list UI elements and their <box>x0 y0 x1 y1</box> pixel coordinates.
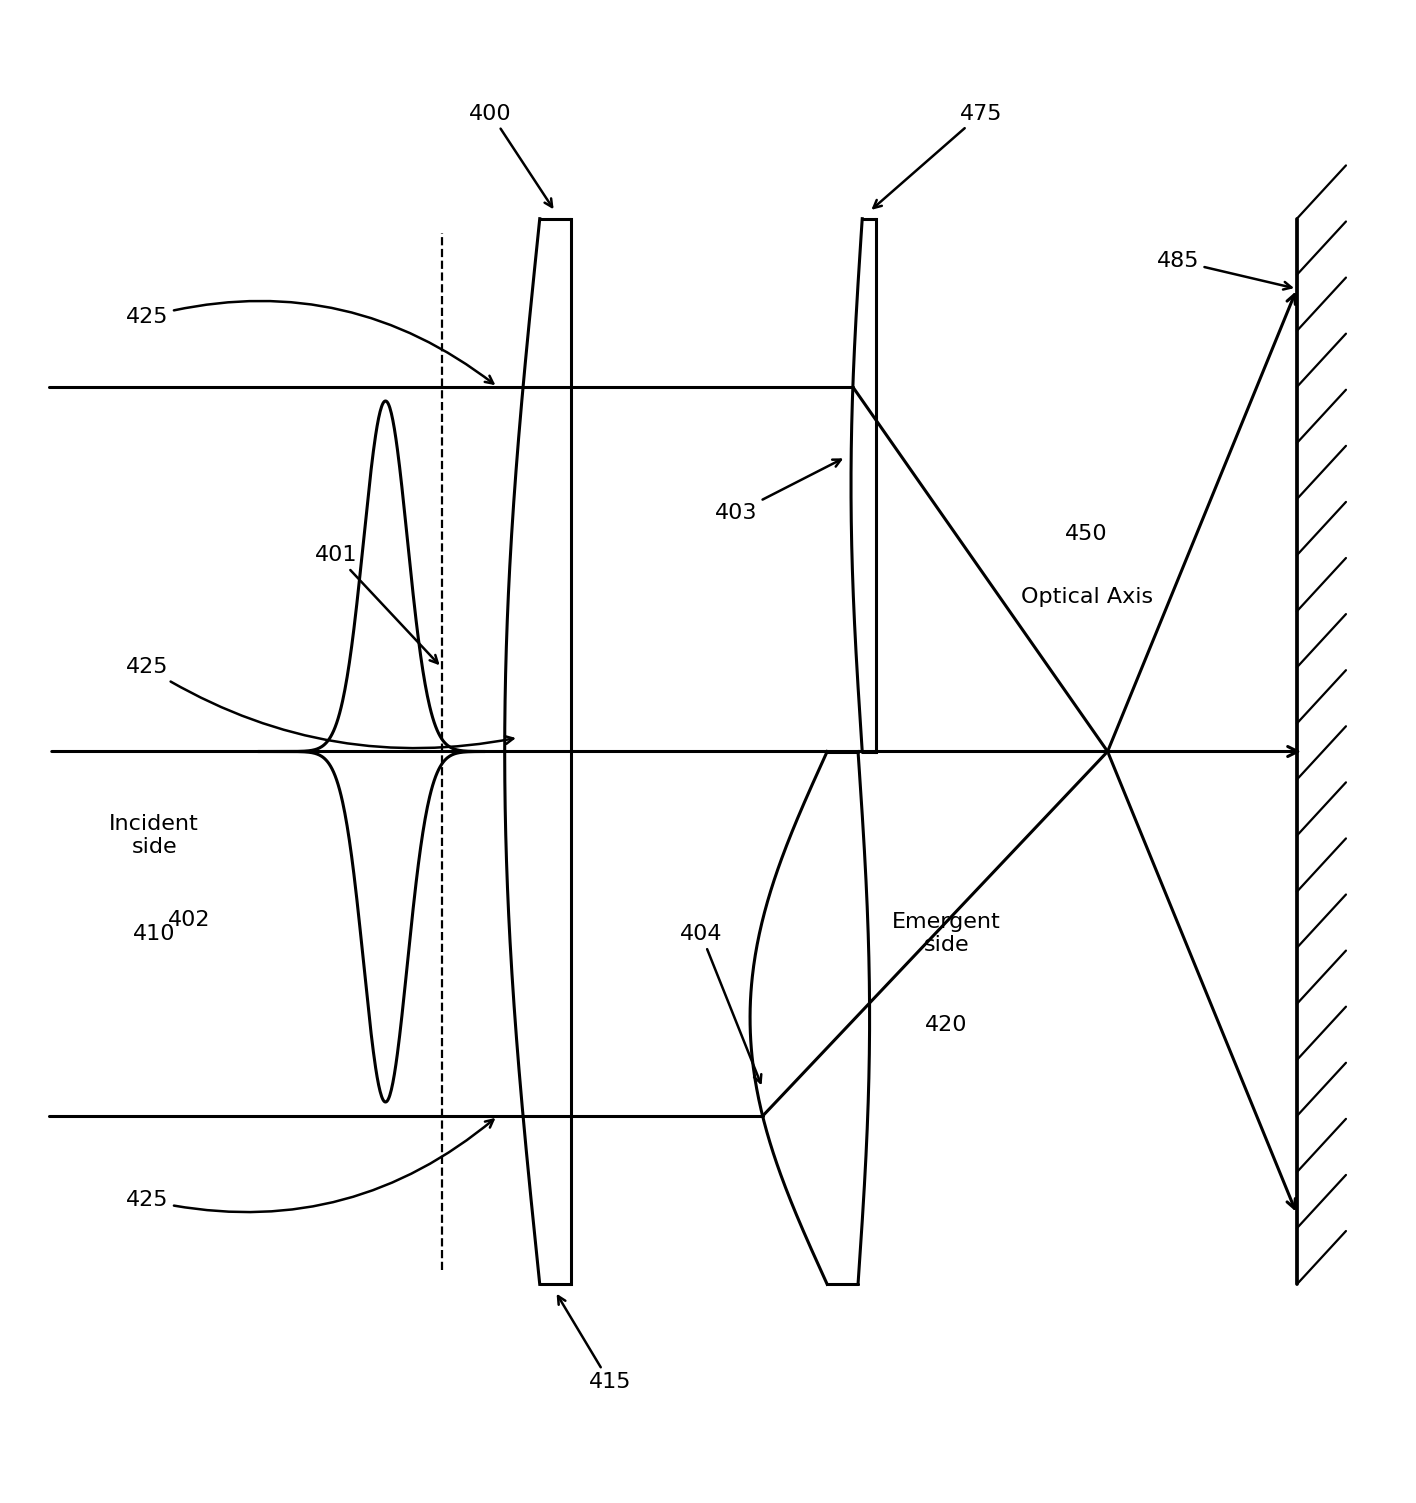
Text: 410: 410 <box>133 924 176 944</box>
Text: 450: 450 <box>1065 525 1107 544</box>
Text: 404: 404 <box>680 924 762 1082</box>
Text: 400: 400 <box>469 104 552 207</box>
Text: Emergent
side: Emergent side <box>892 912 1001 956</box>
Text: 475: 475 <box>874 104 1003 207</box>
Text: 420: 420 <box>925 1015 967 1036</box>
Text: 425: 425 <box>126 301 493 383</box>
Text: 415: 415 <box>558 1296 632 1392</box>
Text: 425: 425 <box>126 1120 493 1211</box>
Text: 402: 402 <box>169 909 211 930</box>
Text: 485: 485 <box>1157 251 1291 290</box>
Text: Optical Axis: Optical Axis <box>1021 588 1153 607</box>
Text: 403: 403 <box>715 460 841 523</box>
Text: 425: 425 <box>126 657 513 748</box>
Text: 401: 401 <box>316 546 438 663</box>
Text: Incident
side: Incident side <box>109 815 200 857</box>
